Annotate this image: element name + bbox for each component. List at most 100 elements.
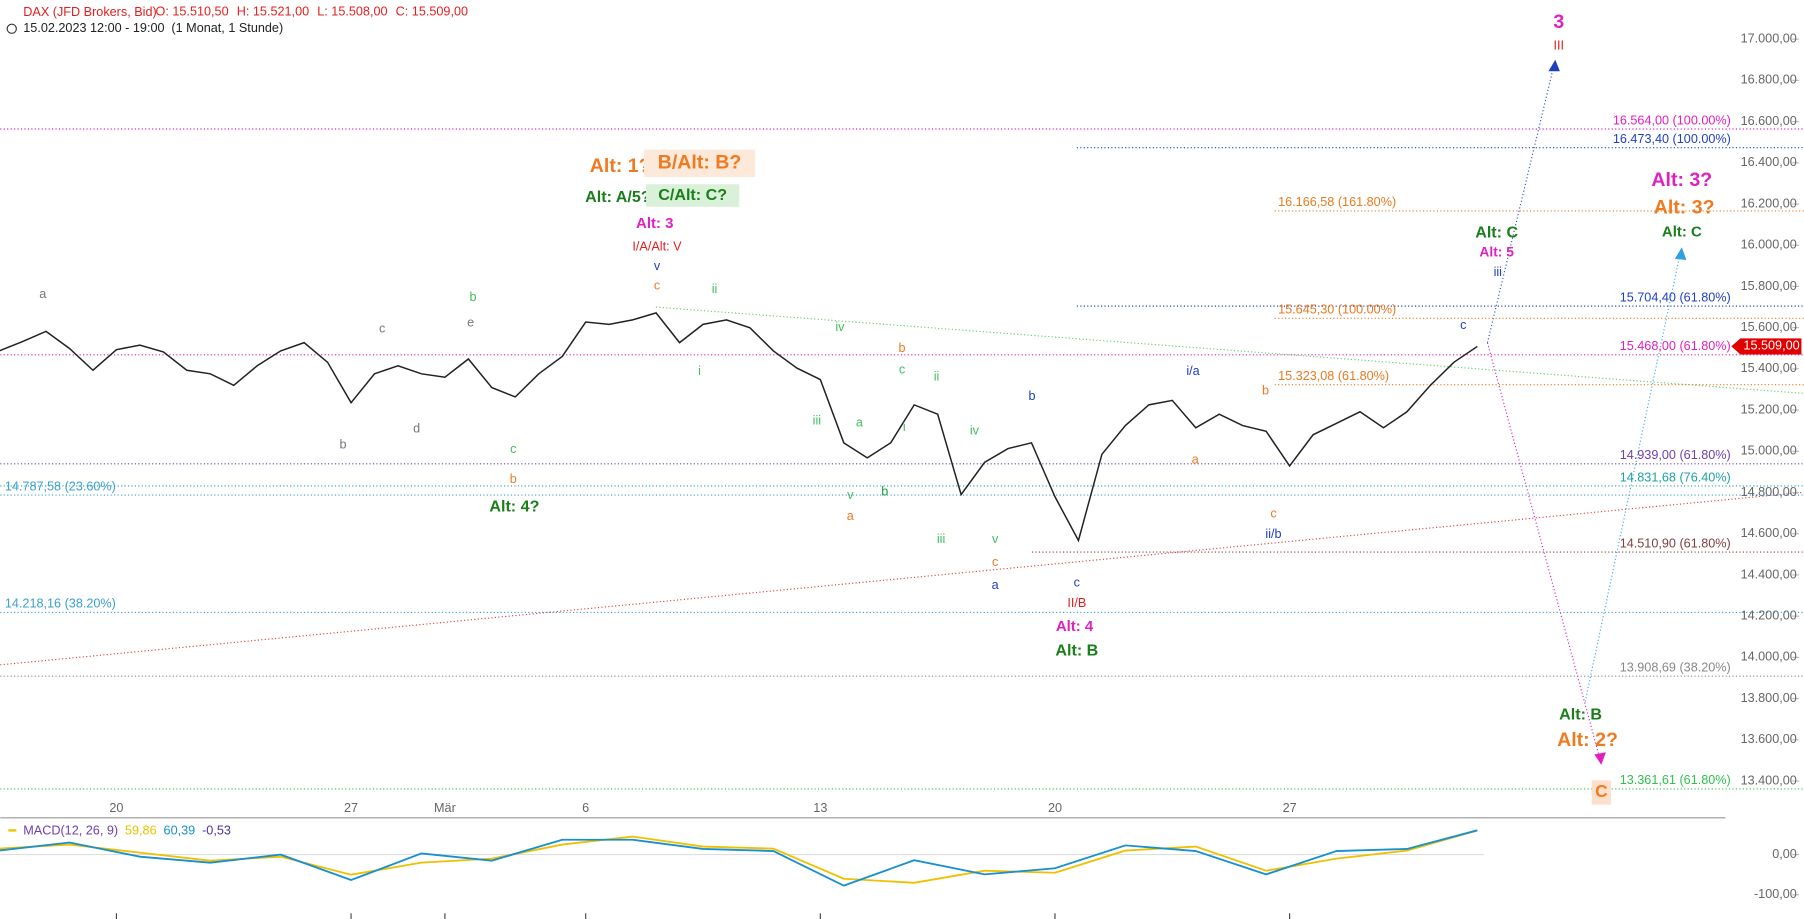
- y-tick-label: -100,00: [1754, 887, 1797, 901]
- wave-label: v: [992, 532, 999, 546]
- ohlc: O: 15.510,50 H: 15.521,00 L: 15.508,00 C…: [156, 5, 469, 19]
- wave-label: v: [654, 259, 661, 273]
- y-tick-label: 16.400,00: [1741, 155, 1797, 169]
- wave-label: b: [510, 472, 517, 486]
- y-tick-label: 17.000,00: [1741, 31, 1797, 45]
- projection: [1486, 68, 1554, 343]
- price-line: [0, 311, 1478, 543]
- y-tick-label: 15.400,00: [1741, 361, 1797, 375]
- macd-legend: MACD(12, 26, 9) 59,86 60,39 -0,53: [23, 824, 231, 838]
- wave-label: Alt: B: [1559, 706, 1602, 724]
- wave-label: ii: [934, 370, 940, 384]
- wave-label: Alt: A/5?: [585, 188, 651, 206]
- projection: [1486, 342, 1600, 756]
- wave-label: Alt: C: [1662, 223, 1702, 240]
- wave-label: ii: [712, 282, 718, 296]
- wave-label: d: [413, 421, 420, 435]
- x-tick-label: 27: [344, 801, 358, 815]
- wave-label: a: [847, 509, 855, 523]
- label-background: [643, 149, 756, 178]
- arrow-head: [1548, 59, 1560, 72]
- plot: 17.000,00 16.800,00 16.600,00 16.400,00 16.2…: [0, 11, 1804, 919]
- wave-label: ii/b: [1265, 527, 1281, 541]
- wave-label: Alt: 1?: [590, 155, 651, 177]
- fib-label: 15.468,00 (61.80%): [1620, 339, 1731, 353]
- fib-label: 14.939,00 (61.80%): [1620, 448, 1731, 462]
- wave-label: a: [1192, 452, 1200, 466]
- fib-label: 15.645,30 (100.00%): [1278, 303, 1396, 317]
- wave-label: c: [899, 363, 905, 377]
- fib-label: 14.831,68 (76.40%): [1620, 470, 1731, 484]
- wave-label: C/Alt: C?: [658, 186, 727, 204]
- x-tick-label: 13: [813, 801, 827, 815]
- y-tick-label: 15.200,00: [1741, 402, 1797, 416]
- wave-label: B/Alt: B?: [658, 151, 742, 173]
- legend-value: 60,39: [164, 824, 196, 838]
- wave-label: Alt: 2?: [1557, 729, 1618, 751]
- wave-label: a: [39, 287, 47, 301]
- x-tick-label: Mär: [434, 801, 456, 815]
- y-tick-label: 14.000,00: [1741, 650, 1797, 664]
- y-tick-label: 14.200,00: [1741, 608, 1797, 622]
- arrow-head: [1594, 752, 1606, 765]
- wave-label: Alt: B: [1055, 641, 1098, 659]
- wave-label: c: [510, 442, 516, 456]
- wave-label: Alt: 5: [1479, 245, 1514, 260]
- fib-label: 15.323,08 (61.80%): [1278, 369, 1389, 383]
- wave-label: c: [1074, 575, 1080, 589]
- wave-label: b: [339, 437, 346, 451]
- wave-label: v: [847, 488, 854, 502]
- range: 15.02.2023 12:00 - 19:00: [23, 21, 164, 35]
- wave-label: b: [1028, 389, 1035, 403]
- x-tick-label: 20: [1048, 801, 1062, 815]
- legend-swatch: [8, 829, 17, 832]
- arrow-head: [1674, 247, 1687, 260]
- y-tick-label: 13.800,00: [1741, 691, 1797, 705]
- fib-label: 13.361,61 (61.80%): [1620, 773, 1731, 787]
- wave-label: Alt: C: [1475, 224, 1518, 242]
- price-tag: [1731, 338, 1802, 355]
- wave-label: b: [898, 341, 905, 355]
- wave-label: iii: [937, 532, 945, 546]
- wave-label: iv: [835, 320, 845, 334]
- wave-label: a: [992, 578, 1000, 592]
- fib-label: 14.218,16 (38.20%): [5, 597, 116, 611]
- wave-label: i/a: [1186, 364, 1200, 378]
- clock-icon: [6, 23, 17, 34]
- wave-label: b: [469, 290, 476, 304]
- wave-label: 3: [1553, 11, 1564, 33]
- wave-label: c: [1270, 506, 1276, 520]
- fib-label: 14.787,58 (23.60%): [5, 479, 116, 493]
- wave-label: b: [1262, 383, 1269, 397]
- fib-label: 16.473,40 (100.00%): [1613, 132, 1731, 146]
- label-background: [646, 184, 740, 207]
- x-tick-label: 6: [582, 801, 589, 815]
- price-tag-label: 15.509,00: [1743, 339, 1799, 353]
- wave-label: Alt: 3?: [1651, 169, 1712, 191]
- wave-label: a: [856, 416, 864, 430]
- trend-line: [655, 306, 1804, 394]
- fib-label: 16.564,00 (100.00%): [1613, 113, 1731, 127]
- x-tick-label: 20: [109, 801, 123, 815]
- y-tick-label: 15.000,00: [1741, 444, 1797, 458]
- wave-label: c: [379, 321, 385, 335]
- trend-line: [0, 491, 1804, 666]
- wave-label: Alt: 4: [1056, 618, 1094, 635]
- y-tick-label: 14.400,00: [1741, 567, 1797, 581]
- wave-label: c: [992, 555, 998, 569]
- wave-label: C: [1595, 781, 1607, 801]
- y-tick-label: 16.600,00: [1741, 114, 1797, 128]
- period: (1 Monat, 1 Stunde): [171, 21, 283, 35]
- wave-label: iii: [813, 413, 821, 427]
- wave-label: c: [1460, 318, 1466, 332]
- wave-label: Alt: 3?: [1654, 196, 1715, 218]
- label-background: [1591, 780, 1611, 805]
- legend-value: 59,86: [125, 824, 157, 838]
- wave-label: e: [467, 316, 474, 330]
- y-tick-label: 16.000,00: [1741, 238, 1797, 252]
- open: O: 15.510,50: [156, 5, 229, 19]
- y-tick-label: 13.600,00: [1741, 732, 1797, 746]
- fib-label: 13.908,69 (38.20%): [1620, 660, 1731, 674]
- wave-label: Alt: 4?: [489, 497, 539, 515]
- legend-value: MACD(12, 26, 9): [23, 824, 118, 838]
